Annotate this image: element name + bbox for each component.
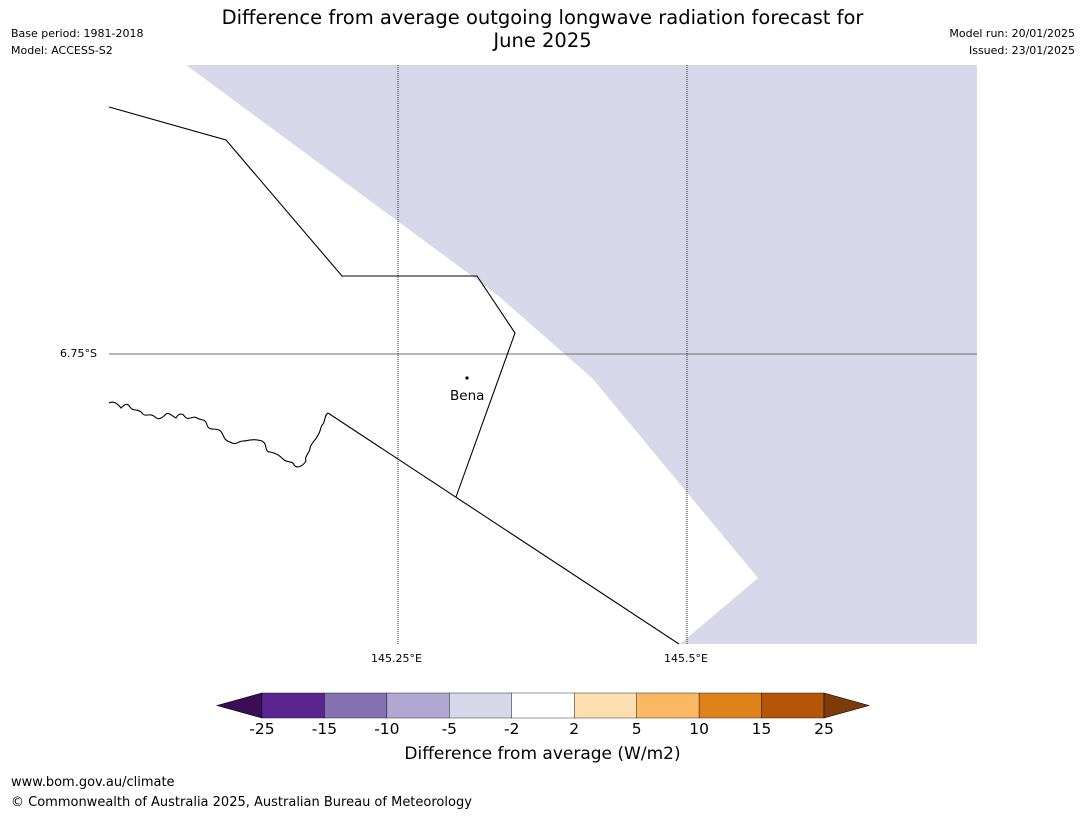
colorbar-bin: [386, 692, 450, 719]
river-coastline: [108, 401, 329, 468]
bena-marker: [465, 376, 469, 380]
model-text: Model: ACCESS-S2: [11, 44, 113, 57]
meta-left: Base period: 1981-2018 Model: ACCESS-S2: [11, 25, 143, 59]
colorbar-tick-label: -10: [374, 720, 400, 738]
place-label-bena: Bena: [450, 388, 485, 404]
colorbar-tick-label: 15: [751, 720, 772, 738]
colorbar-bin: [324, 692, 388, 719]
latitude-label: 6.75°S: [60, 347, 97, 360]
footer-url: www.bom.gov.au/climate: [11, 775, 175, 790]
colorbar-label: Difference from average (W/m2): [404, 744, 681, 764]
district-boundary-upper: [108, 106, 516, 498]
base-period-text: Base period: 1981-2018: [11, 27, 144, 40]
map-panel: [108, 65, 977, 645]
district-boundary-lower: [327, 412, 680, 645]
colorbar-tick-label: -15: [311, 720, 338, 738]
colorbar-tick-label: -5: [441, 720, 458, 738]
colorbar-bin: [761, 692, 825, 719]
colorbar-tick-label: 2: [569, 720, 580, 738]
map-title: Difference from average outgoing longwav…: [0, 6, 1085, 52]
model-run-text: Model run: 20/01/2025: [949, 27, 1075, 40]
title-line-1: Difference from average outgoing longwav…: [221, 6, 864, 29]
longitude-label-1: 145.25°E: [371, 652, 422, 665]
meta-right: Model run: 20/01/2025 Issued: 23/01/2025: [949, 25, 1075, 59]
colorbar: [215, 692, 871, 719]
colorbar-bin: [261, 692, 325, 719]
footer-copyright: © Commonwealth of Australia 2025, Austra…: [11, 795, 472, 810]
colorbar-bin: [698, 692, 762, 719]
colorbar-arrow-left: [215, 692, 263, 719]
colorbar-bin: [574, 692, 637, 719]
colorbar-arrow-right: [823, 692, 871, 719]
colorbar-bin: [511, 692, 575, 719]
colorbar-bin: [636, 692, 700, 719]
colorbar-tick-label: 10: [689, 720, 709, 738]
longitude-label-2: 145.5°E: [664, 652, 708, 665]
issued-text: Issued: 23/01/2025: [968, 44, 1075, 57]
colorbar-tick-label: -2: [504, 720, 520, 738]
colorbar-tick-label: 5: [631, 720, 642, 738]
colorbar-bin: [449, 692, 512, 719]
colorbar-tick-label: -25: [249, 720, 275, 738]
colorbar-tick-label: 25: [814, 720, 834, 738]
title-line-2: June 2025: [493, 29, 592, 52]
